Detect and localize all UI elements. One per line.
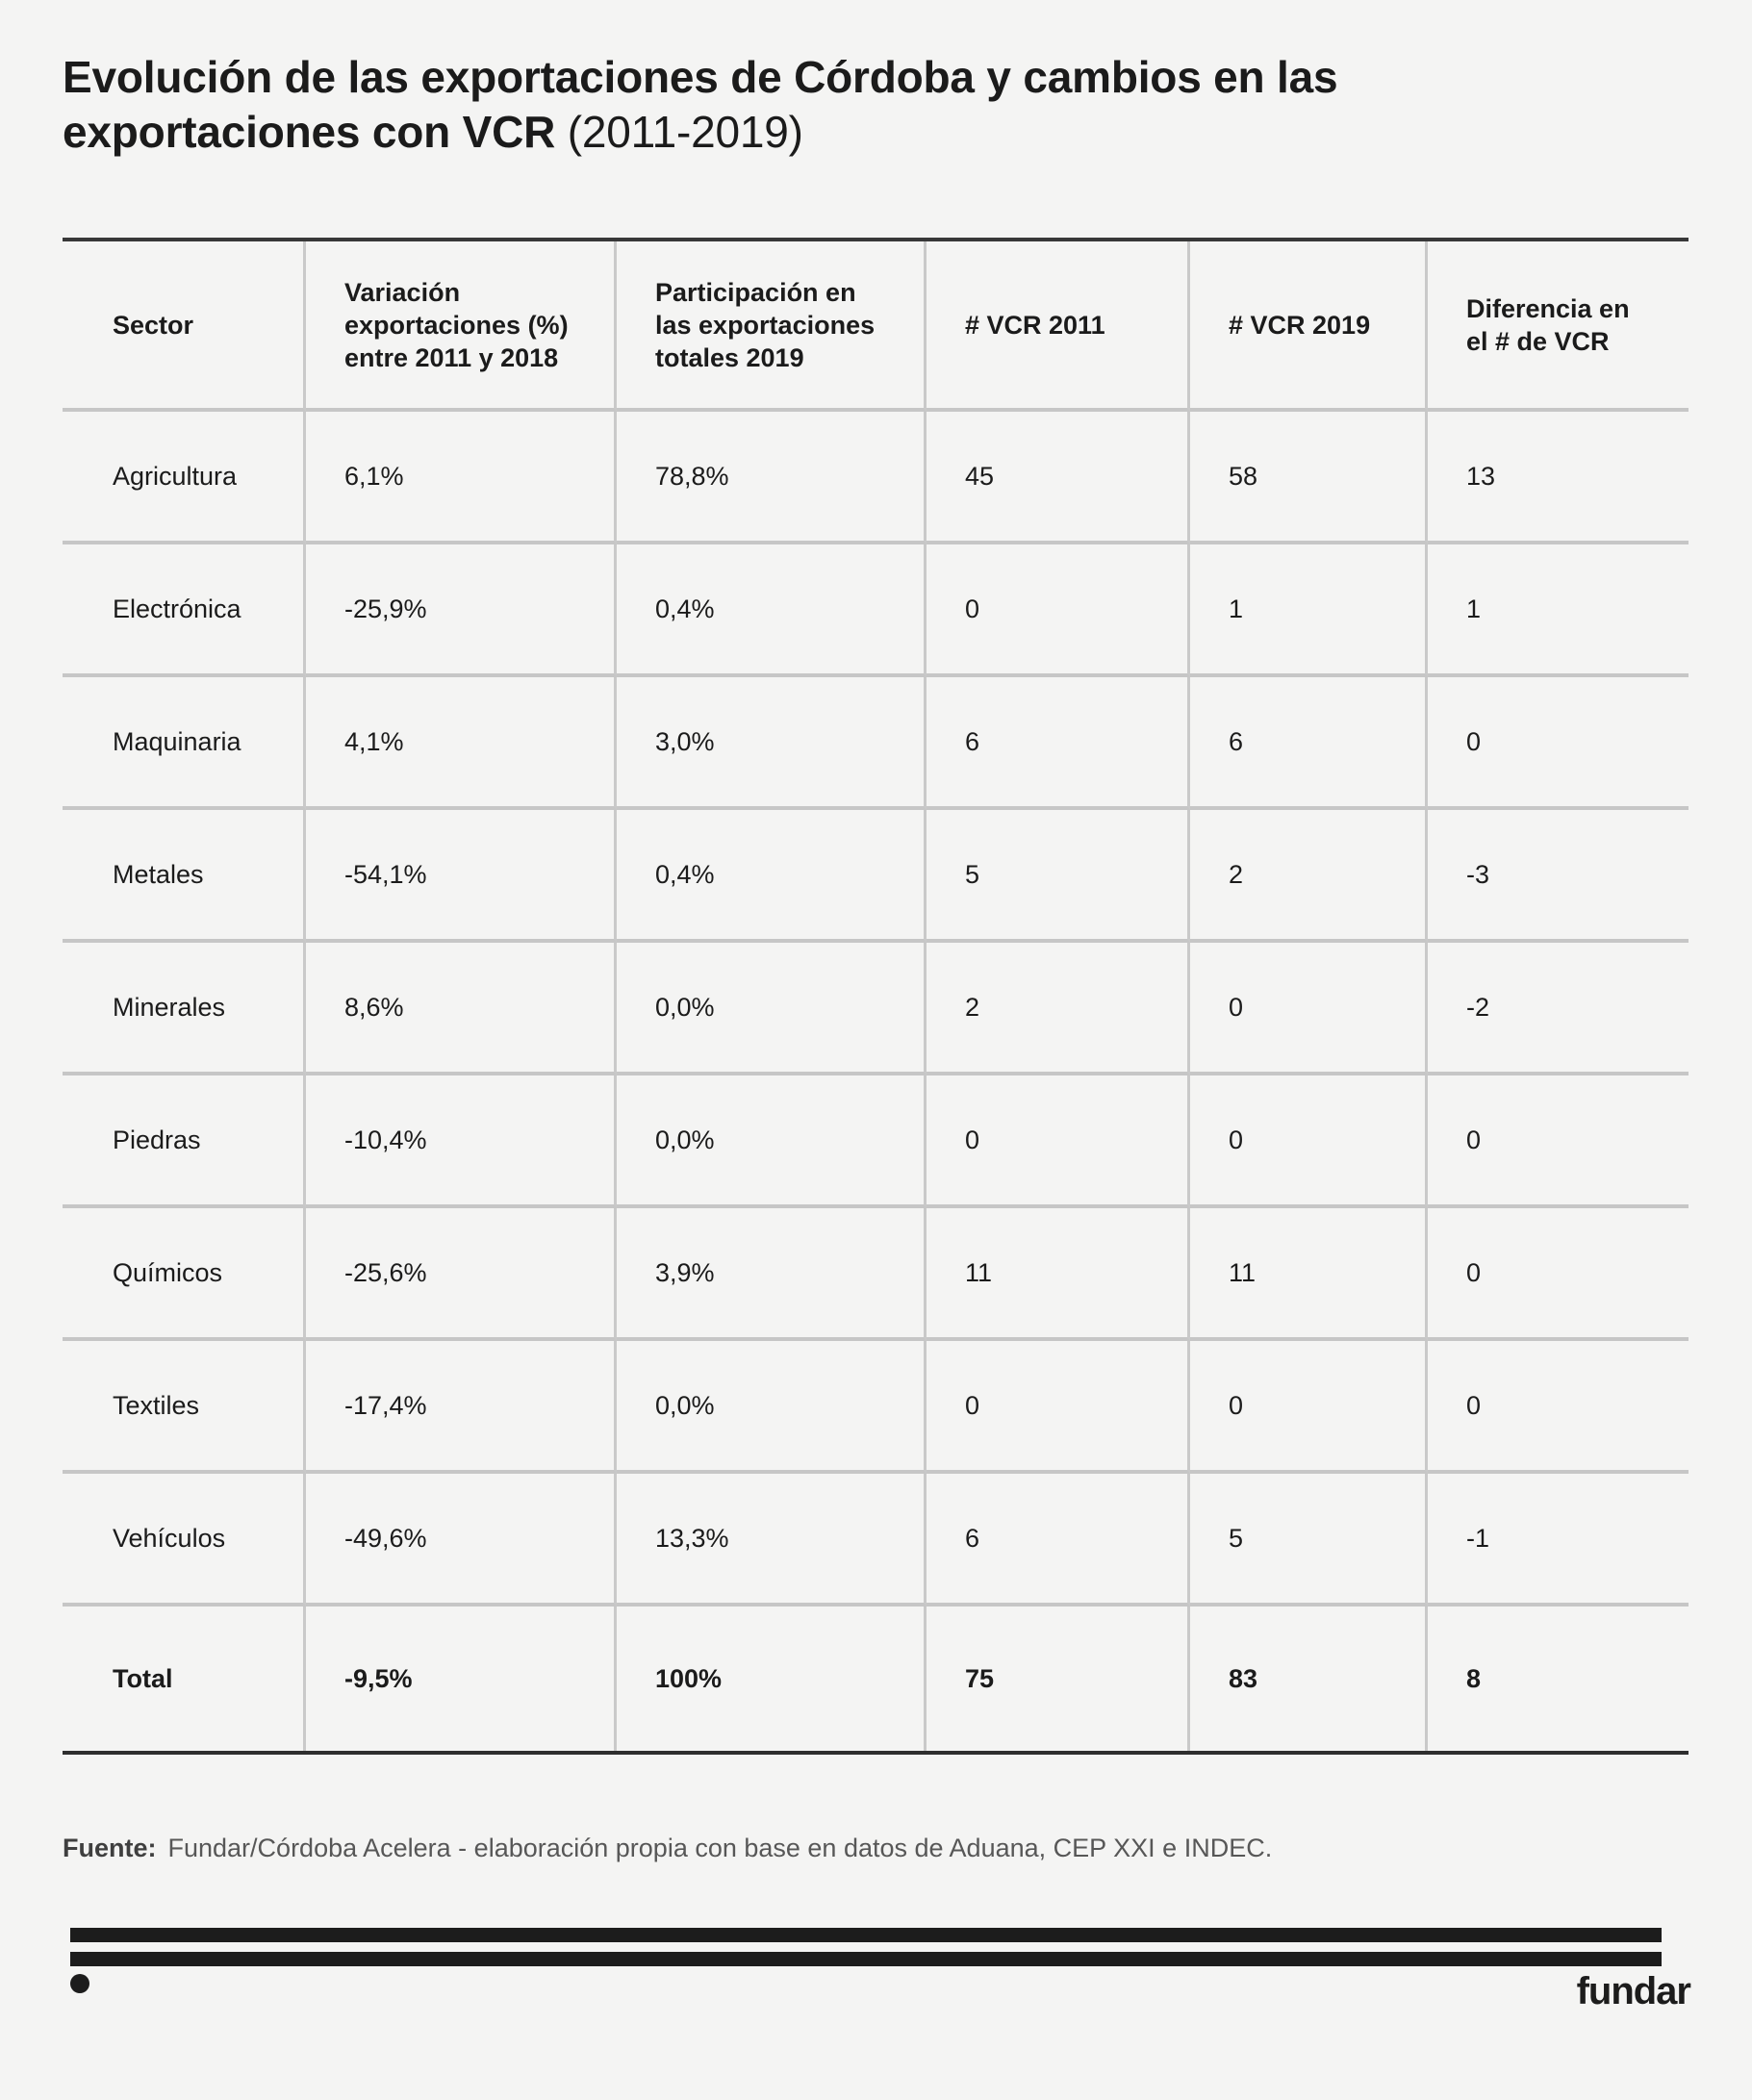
- value-cell: -2: [1428, 943, 1689, 1075]
- table-row: Piedras -10,4% 0,0% 0 0 0: [63, 1075, 1689, 1208]
- value-cell: 78,8%: [617, 412, 927, 544]
- source-note: Fuente: Fundar/Córdoba Acelera - elaborac…: [63, 1831, 1689, 1865]
- title-line-2: exportaciones con VCR (2011-2019): [63, 105, 1689, 160]
- value-cell: 0: [1428, 1075, 1689, 1208]
- value-cell: -25,9%: [306, 544, 617, 677]
- value-cell: 3,9%: [617, 1208, 927, 1341]
- table-body: Agricultura 6,1% 78,8% 45 58 13 Electrónica -25…: [63, 412, 1689, 1751]
- value-cell: 0,0%: [617, 943, 927, 1075]
- value-cell: -54,1%: [306, 810, 617, 943]
- value-cell: 13: [1428, 412, 1689, 544]
- value-cell: 1: [1428, 544, 1689, 677]
- table-row: Químicos -25,6% 3,9% 11 11 0: [63, 1208, 1689, 1341]
- exports-vcr-table: Sector Variación exportaciones (%) entre…: [63, 238, 1689, 1755]
- value-cell: 6,1%: [306, 412, 617, 544]
- value-cell: 83: [1190, 1607, 1428, 1751]
- value-cell: -10,4%: [306, 1075, 617, 1208]
- table-row: Maquinaria 4,1% 3,0% 6 6 0: [63, 677, 1689, 810]
- value-cell: 4,1%: [306, 677, 617, 810]
- table-row: Vehículos -49,6% 13,3% 6 5 -1: [63, 1474, 1689, 1607]
- row-label-cell: Total: [63, 1607, 306, 1751]
- value-cell: 3,0%: [617, 677, 927, 810]
- fundar-logo: fundar: [1576, 1970, 1691, 2012]
- value-cell: 0: [927, 1075, 1190, 1208]
- value-cell: 2: [927, 943, 1190, 1075]
- value-cell: 0: [1428, 1208, 1689, 1341]
- column-header-variacion: Variación exportaciones (%) entre 2011 y…: [306, 241, 617, 412]
- value-cell: 13,3%: [617, 1474, 927, 1607]
- brand-footer: fundar: [63, 1928, 1691, 2026]
- table-row: Textiles -17,4% 0,0% 0 0 0: [63, 1341, 1689, 1474]
- value-cell: 6: [927, 1474, 1190, 1607]
- column-header-vcr-2011: # VCR 2011: [927, 241, 1190, 412]
- value-cell: 0: [1190, 1341, 1428, 1474]
- brand-dot-icon: [70, 1974, 89, 1993]
- row-label-cell: Piedras: [63, 1075, 306, 1208]
- value-cell: 45: [927, 412, 1190, 544]
- column-header-participacion: Participación en las exportaciones total…: [617, 241, 927, 412]
- page-title: Evolución de las exportaciones de Córdob…: [63, 0, 1689, 160]
- table-row: Total -9,5% 100% 75 83 8: [63, 1607, 1689, 1751]
- title-line-1: Evolución de las exportaciones de Córdob…: [63, 52, 1338, 102]
- value-cell: -9,5%: [306, 1607, 617, 1751]
- value-cell: 0,4%: [617, 810, 927, 943]
- title-line-2-years: (2011-2019): [555, 107, 803, 157]
- source-text: Fundar/Córdoba Acelera - elaboración pro…: [167, 1834, 1273, 1862]
- row-label-cell: Maquinaria: [63, 677, 306, 810]
- value-cell: 58: [1190, 412, 1428, 544]
- exports-table-wrapper: Sector Variación exportaciones (%) entre…: [63, 238, 1689, 1755]
- value-cell: 11: [927, 1208, 1190, 1341]
- page: Evolución de las exportaciones de Córdob…: [63, 0, 1691, 2026]
- value-cell: -25,6%: [306, 1208, 617, 1341]
- value-cell: 0: [927, 1341, 1190, 1474]
- value-cell: 0: [1190, 943, 1428, 1075]
- value-cell: 2: [1190, 810, 1428, 943]
- value-cell: 11: [1190, 1208, 1428, 1341]
- value-cell: 75: [927, 1607, 1190, 1751]
- row-label-cell: Electrónica: [63, 544, 306, 677]
- table-row: Agricultura 6,1% 78,8% 45 58 13: [63, 412, 1689, 544]
- value-cell: 100%: [617, 1607, 927, 1751]
- value-cell: 0: [1428, 677, 1689, 810]
- source-label: Fuente:: [63, 1834, 157, 1862]
- value-cell: -49,6%: [306, 1474, 617, 1607]
- column-header-diferencia: Diferencia en el # de VCR: [1428, 241, 1689, 412]
- value-cell: 8,6%: [306, 943, 617, 1075]
- value-cell: 0: [927, 544, 1190, 677]
- value-cell: -1: [1428, 1474, 1689, 1607]
- column-header-vcr-2019: # VCR 2019: [1190, 241, 1428, 412]
- table-row: Minerales 8,6% 0,0% 2 0 -2: [63, 943, 1689, 1075]
- brand-bar-bottom: [70, 1952, 1662, 1966]
- value-cell: 5: [927, 810, 1190, 943]
- value-cell: 5: [1190, 1474, 1428, 1607]
- table-row: Electrónica -25,9% 0,4% 0 1 1: [63, 544, 1689, 677]
- title-line-2-bold: exportaciones con VCR: [63, 107, 556, 157]
- value-cell: 8: [1466, 1664, 1482, 1693]
- value-cell: 0,0%: [617, 1341, 927, 1474]
- value-cell: 6: [927, 677, 1190, 810]
- table-header: Sector Variación exportaciones (%) entre…: [63, 241, 1689, 412]
- row-label-cell: Metales: [63, 810, 306, 943]
- value-cell: 0,4%: [617, 544, 927, 677]
- table-row: Metales -54,1% 0,4% 5 2 -3: [63, 810, 1689, 943]
- column-header-sector: Sector: [63, 241, 306, 412]
- value-cell: -3: [1428, 810, 1689, 943]
- table-header-row: Sector Variación exportaciones (%) entre…: [63, 241, 1689, 412]
- row-label-cell: Textiles: [63, 1341, 306, 1474]
- row-label-cell: Vehículos: [63, 1474, 306, 1607]
- value-cell: 6: [1190, 677, 1428, 810]
- row-label-cell: Químicos: [63, 1208, 306, 1341]
- value-cell: 0: [1428, 1341, 1689, 1474]
- value-cell: 0,0%: [617, 1075, 927, 1208]
- brand-bar-top: [70, 1928, 1662, 1942]
- value-cell: 0: [1190, 1075, 1428, 1208]
- row-label-cell: Minerales: [63, 943, 306, 1075]
- value-cell: -17,4%: [306, 1341, 617, 1474]
- value-cell: 1: [1190, 544, 1428, 677]
- row-label-cell: Agricultura: [63, 412, 306, 544]
- brand-row: fundar: [63, 1966, 1691, 2026]
